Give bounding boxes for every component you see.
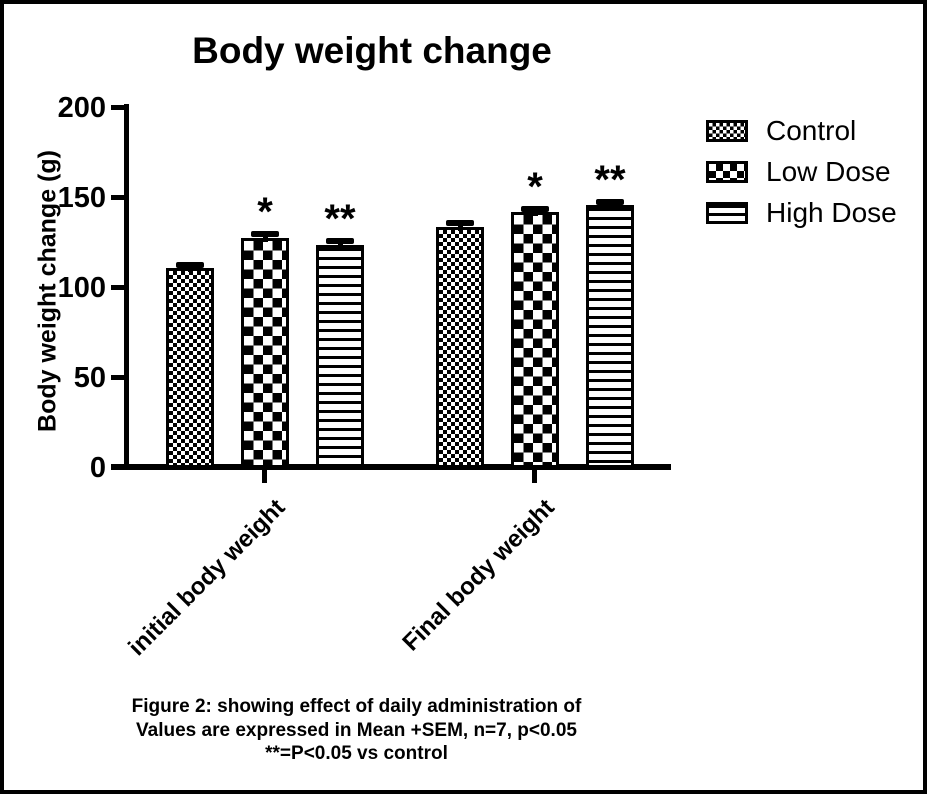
legend-label-control: Control	[766, 115, 857, 146]
error-bar-stem	[457, 223, 463, 231]
caption-line-2: Values are expressed in Mean +SEM, n=7, …	[136, 719, 577, 741]
y-axis-tick	[111, 285, 125, 290]
caption-line-1: Figure 2: showing effect of daily admini…	[131, 696, 582, 717]
legend-item-high-dose: High Dose	[706, 197, 897, 228]
y-axis-line	[124, 104, 129, 470]
legend-swatch-control	[706, 120, 748, 142]
y-tick-label: 50	[73, 362, 106, 394]
legend-label-low-dose: Low Dose	[766, 156, 891, 187]
x-axis-tick	[532, 470, 537, 483]
error-bar-stem	[187, 264, 193, 273]
category-label-final: Final body weight	[397, 494, 561, 657]
error-bar-stem	[262, 234, 268, 242]
y-tick-label: 100	[57, 272, 106, 304]
legend-swatch-low-dose	[706, 161, 748, 183]
error-bar-stem	[532, 208, 538, 217]
legend: Control Low Dose High Dose	[706, 115, 897, 228]
bar-control	[436, 226, 484, 468]
y-axis-tick	[111, 105, 125, 110]
chart-title: Body weight change	[192, 30, 552, 71]
y-axis-tick	[111, 195, 125, 200]
significance-marker: **	[324, 197, 356, 242]
x-axis-tick	[262, 470, 267, 483]
significance-marker: **	[594, 157, 626, 202]
legend-swatch-high-dose	[706, 202, 748, 224]
error-bar-cap	[521, 205, 549, 212]
legend-item-low-dose: Low Dose	[706, 156, 897, 187]
y-axis-tick	[111, 465, 125, 470]
caption-line-3: **=P<0.05 vs control	[265, 743, 448, 764]
legend-label-high-dose: High Dose	[766, 197, 897, 228]
bar-low-dose	[241, 237, 289, 468]
figure-caption: Figure 2: showing effect of daily admini…	[64, 695, 649, 766]
significance-marker: *	[257, 190, 273, 234]
bar-high-dose	[316, 244, 364, 468]
error-bar-cap	[446, 220, 474, 227]
bar-high-dose	[586, 205, 634, 468]
x-axis-line	[111, 464, 671, 470]
error-bar-stem	[337, 241, 343, 249]
category-label-initial: initial body weight	[122, 494, 291, 662]
significance-marker: *	[527, 164, 543, 209]
bar-low-dose	[511, 212, 559, 468]
y-axis-tick	[111, 375, 125, 380]
y-tick-label: 200	[57, 92, 106, 124]
error-bar-cap	[326, 238, 354, 245]
error-bar-cap	[251, 231, 279, 237]
error-bar-cap	[596, 198, 624, 205]
error-bar-cap	[176, 261, 204, 268]
y-tick-label: 150	[57, 182, 106, 214]
y-tick-label: 0	[89, 452, 106, 484]
bar-control	[166, 268, 214, 468]
legend-item-control: Control	[706, 115, 897, 146]
error-bar-stem	[607, 201, 613, 210]
